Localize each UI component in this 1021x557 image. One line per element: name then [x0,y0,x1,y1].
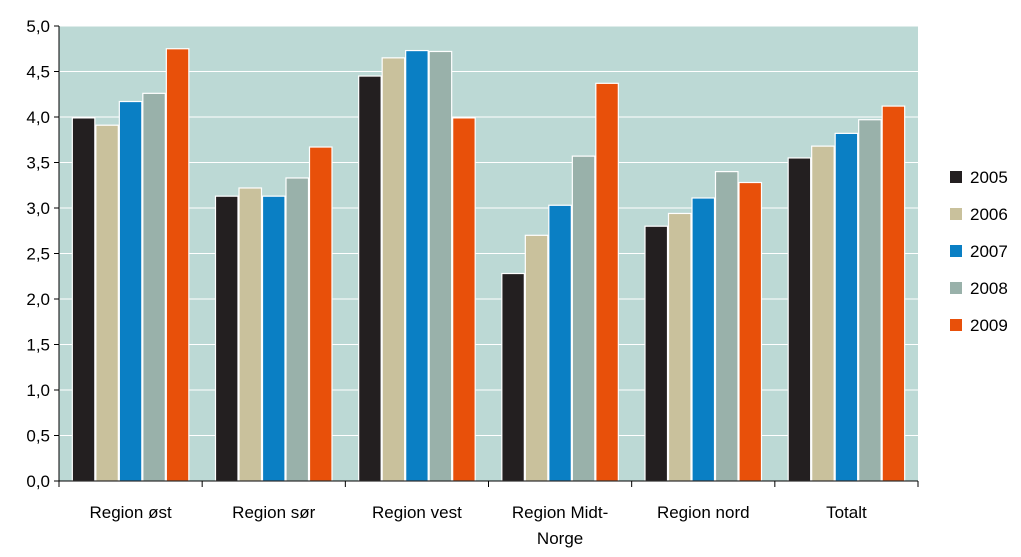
bar-2006 [811,145,835,482]
bar-2009 [881,105,906,482]
gridlines [59,25,918,436]
bar-2005 [501,272,525,482]
bar-2007 [548,204,572,482]
bar-2005 [71,117,96,482]
bar-2009 [165,48,190,482]
bar-2008 [142,92,166,482]
legend-swatch-2008 [950,282,962,294]
x-tick-label: Region øst [89,503,171,522]
bar-2005 [214,195,239,482]
y-tick-label: 2,5 [26,245,50,264]
x-tick-label: Region vest [372,503,462,522]
y-tick-label: 0,0 [26,472,50,491]
legend-swatch-2006 [950,208,962,220]
bar-2008 [714,171,739,482]
legend-label: 2008 [970,279,1008,298]
axes: 0,0 0,5 1,0 1,5 2,0 2,5 3,0 3,5 4,0 4,5 5,0 Region … [26,17,919,548]
y-tick-label: 1,5 [26,336,50,355]
bar-2009 [738,181,763,482]
bar-2008 [858,119,882,482]
y-tick-label: 5,0 [26,17,50,36]
legend-label: 2009 [970,316,1008,335]
y-tick-label: 3,0 [26,199,50,218]
x-tick-label: Region nord [657,503,750,522]
bar-2007 [405,49,429,482]
bar-2009 [308,146,333,482]
legend-label: 2005 [970,168,1008,187]
bar-2006 [238,187,263,482]
bar-2006 [381,57,406,482]
bar-2008 [285,177,310,482]
y-tick-label: 4,5 [26,63,50,82]
bar-2009 [452,117,476,482]
bar-2005 [787,157,812,482]
bar-2007 [261,195,286,482]
bars [71,48,906,482]
bar-2007 [118,100,143,482]
legend: 2005 2006 2007 2008 2009 [950,168,1008,335]
bar-2006 [95,124,119,482]
bar-2009 [595,82,619,482]
bar-2005 [358,75,382,482]
bar-2006 [667,212,692,482]
bar-2008 [428,50,453,482]
y-tick-label: 2,0 [26,290,50,309]
y-tick-label: 3,5 [26,154,50,173]
bar-2005 [644,225,669,482]
legend-swatch-2007 [950,245,962,257]
x-tick-label: Region sør [232,503,315,522]
y-tick-label: 4,0 [26,108,50,127]
bar-2006 [524,234,549,482]
y-tick-label: 1,0 [26,381,50,400]
legend-swatch-2009 [950,319,962,331]
x-tick-label: Totalt [826,503,867,522]
bar-2007 [834,132,859,482]
bar-2008 [571,155,596,482]
bar-2007 [691,197,716,482]
x-tick-label: Region Midt-Norge [512,503,608,548]
legend-label: 2006 [970,205,1008,224]
legend-label: 2007 [970,242,1008,261]
legend-swatch-2005 [950,171,962,183]
y-tick-label: 0,5 [26,427,50,446]
